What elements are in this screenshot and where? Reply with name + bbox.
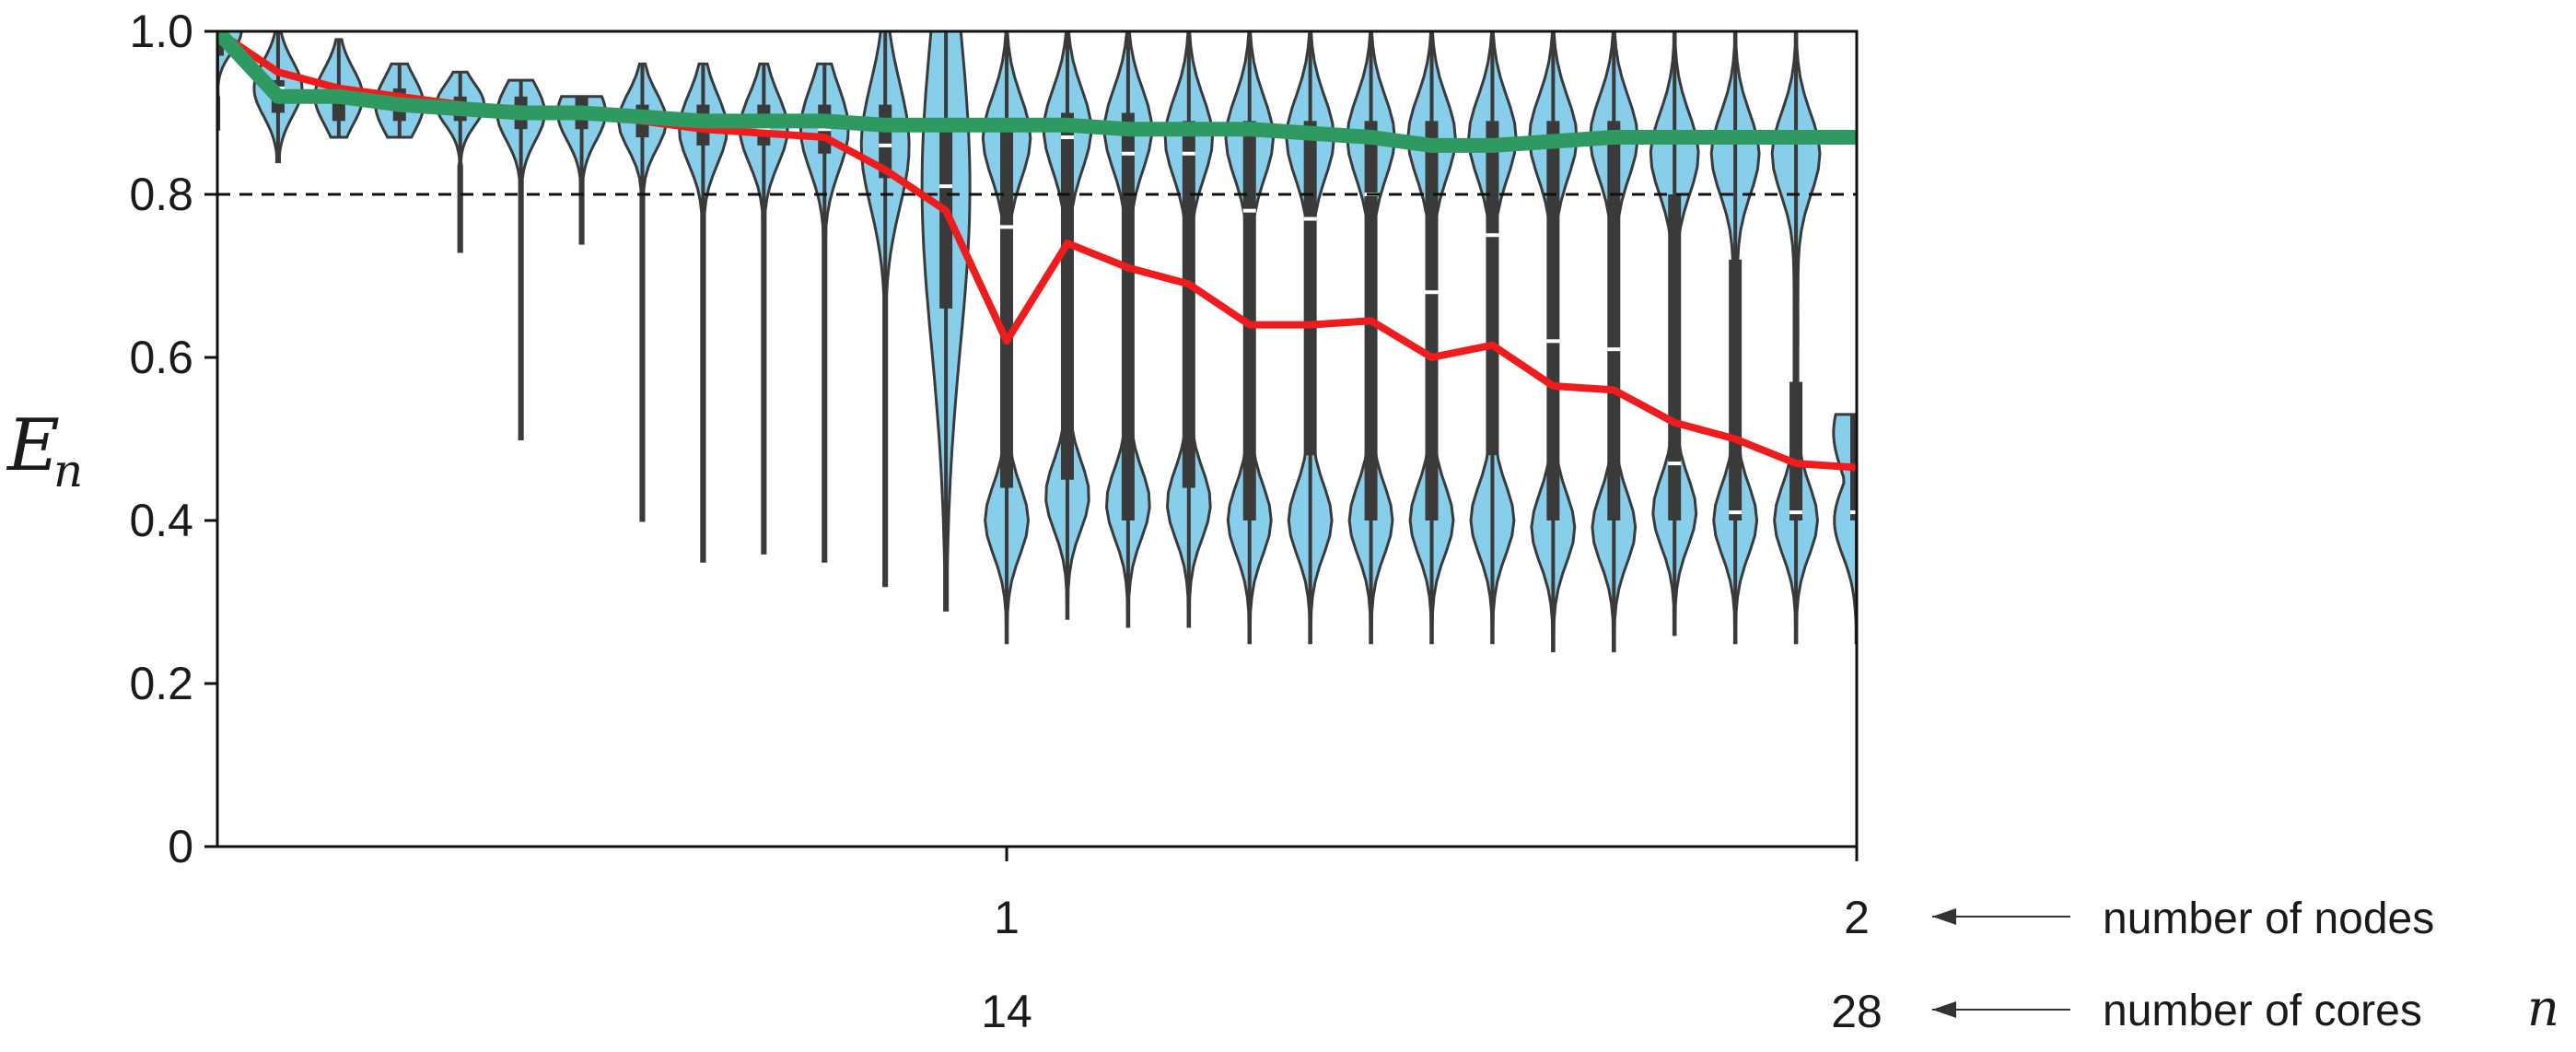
violin-17 — [1163, 31, 1215, 628]
violin-box-27 — [1789, 381, 1803, 520]
x-tick-label-nodes-1: 1 — [994, 892, 1020, 943]
series-group — [217, 31, 1857, 472]
violin-19 — [1285, 31, 1335, 645]
violin-box-19 — [1303, 121, 1317, 456]
cores-arrow — [1932, 1001, 2070, 1018]
violin-box-17 — [1182, 121, 1195, 488]
x-tick-label-cores-14: 14 — [981, 986, 1032, 1037]
violin-23 — [1528, 31, 1579, 653]
violin-20 — [1346, 31, 1396, 645]
violin-box-16 — [1121, 112, 1135, 520]
violin-box-24 — [1607, 121, 1621, 520]
violin-26 — [1709, 31, 1761, 645]
violin-box-23 — [1546, 121, 1560, 520]
violin-6 — [495, 78, 546, 440]
y-tick-label-1.0: 1.0 — [129, 6, 193, 57]
violin-25 — [1649, 31, 1700, 637]
plot-frame — [216, 29, 1859, 848]
series-line-1 — [217, 31, 1857, 153]
y-tick-label-0.6: 0.6 — [129, 332, 193, 383]
cores-annotation: number of cores — [2103, 987, 2422, 1035]
violin-16 — [1102, 31, 1153, 628]
violin-box-25 — [1668, 194, 1682, 520]
violin-box-26 — [1729, 259, 1743, 520]
violin-9 — [677, 62, 729, 563]
violin-box-22 — [1486, 121, 1499, 456]
y-tick-label-0: 0 — [168, 821, 193, 872]
violin-22 — [1467, 31, 1518, 645]
y-tick-label-0.2: 0.2 — [129, 658, 193, 709]
x-tick-label-cores-28: 28 — [1831, 986, 1882, 1037]
violins-group — [217, 31, 1857, 653]
violin-12 — [859, 31, 911, 588]
violin-box-14 — [1000, 121, 1014, 488]
labels-group: E n number of nodes number of cores n — [6, 404, 2559, 1037]
y-axis-label-subscript: n — [53, 444, 83, 497]
nodes-annotation: number of nodes — [2103, 894, 2434, 943]
violin-box-15 — [1060, 112, 1074, 480]
violin-24 — [1589, 31, 1639, 653]
nodes-arrow — [1932, 908, 2070, 925]
y-tick-label-0.4: 0.4 — [129, 495, 193, 546]
y-tick-label-0.8: 0.8 — [129, 169, 193, 220]
violin-box-21 — [1425, 121, 1439, 520]
violin-27 — [1770, 31, 1822, 645]
cores-annotation-variable: n — [2527, 979, 2559, 1037]
axes-group: 0 0.2 0.4 0.6 0.8 1.0 1 2 14 28 — [129, 6, 1882, 1037]
violin-8 — [616, 62, 669, 522]
violin-21 — [1406, 31, 1457, 645]
x-tick-label-nodes-2: 2 — [1844, 892, 1870, 943]
y-axis-label: E — [6, 404, 60, 487]
violin-13 — [920, 31, 972, 612]
